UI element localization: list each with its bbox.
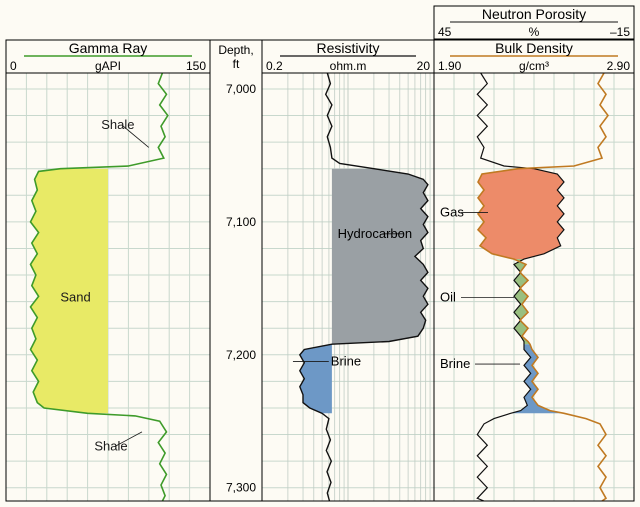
gamma-zone-label: Shale [94, 438, 127, 453]
density-min: 1.90 [438, 59, 462, 73]
depth-title-2: ft [233, 57, 240, 71]
nd-zone-label: Brine [440, 356, 470, 371]
well-log-svg: Shale Sand Shale Gamma Ray 0 gAPI 150 Hydrocarb… [0, 0, 640, 507]
gamma-scale-max: 150 [186, 59, 206, 73]
resistivity-zone-label: Brine [331, 353, 361, 368]
neutron-unit: % [529, 25, 540, 39]
depth-tick: 7,000 [226, 82, 256, 96]
gamma-zone-label: Shale [101, 117, 134, 132]
resistivity-unit: ohm.m [330, 59, 367, 73]
resistivity-zone-label: Hydrocarbon [338, 226, 412, 241]
depth-title-1: Depth, [218, 43, 253, 57]
resistivity-scale-min: 0.2 [266, 59, 283, 73]
resistivity-track: Hydrocarbon Brine [262, 73, 434, 501]
well-log-figure: Shale Sand Shale Gamma Ray 0 gAPI 150 Hydrocarb… [0, 0, 640, 507]
gamma-title: Gamma Ray [69, 40, 148, 56]
neutron-title: Neutron Porosity [482, 6, 586, 22]
resistivity-scale-max: 20 [417, 59, 431, 73]
depth-tick: 7,200 [226, 348, 256, 362]
gamma-unit: gAPI [95, 59, 121, 73]
gas-shading [478, 169, 564, 259]
resistivity-title: Resistivity [316, 40, 379, 56]
depth-tick: 7,300 [226, 481, 256, 495]
neutron-min: 45 [438, 25, 452, 39]
neutron-max: –15 [610, 25, 630, 39]
depth-tick: 7,100 [226, 215, 256, 229]
density-max: 2.90 [607, 59, 631, 73]
nd-zone-label: Gas [440, 205, 464, 220]
hydrocarbon-shading [332, 169, 428, 345]
gamma-scale-min: 0 [10, 59, 17, 73]
density-unit: g/cm³ [519, 59, 549, 73]
nd-zone-label: Oil [440, 290, 456, 305]
density-title: Bulk Density [495, 40, 573, 56]
gamma-zone-label: Sand [60, 290, 90, 305]
